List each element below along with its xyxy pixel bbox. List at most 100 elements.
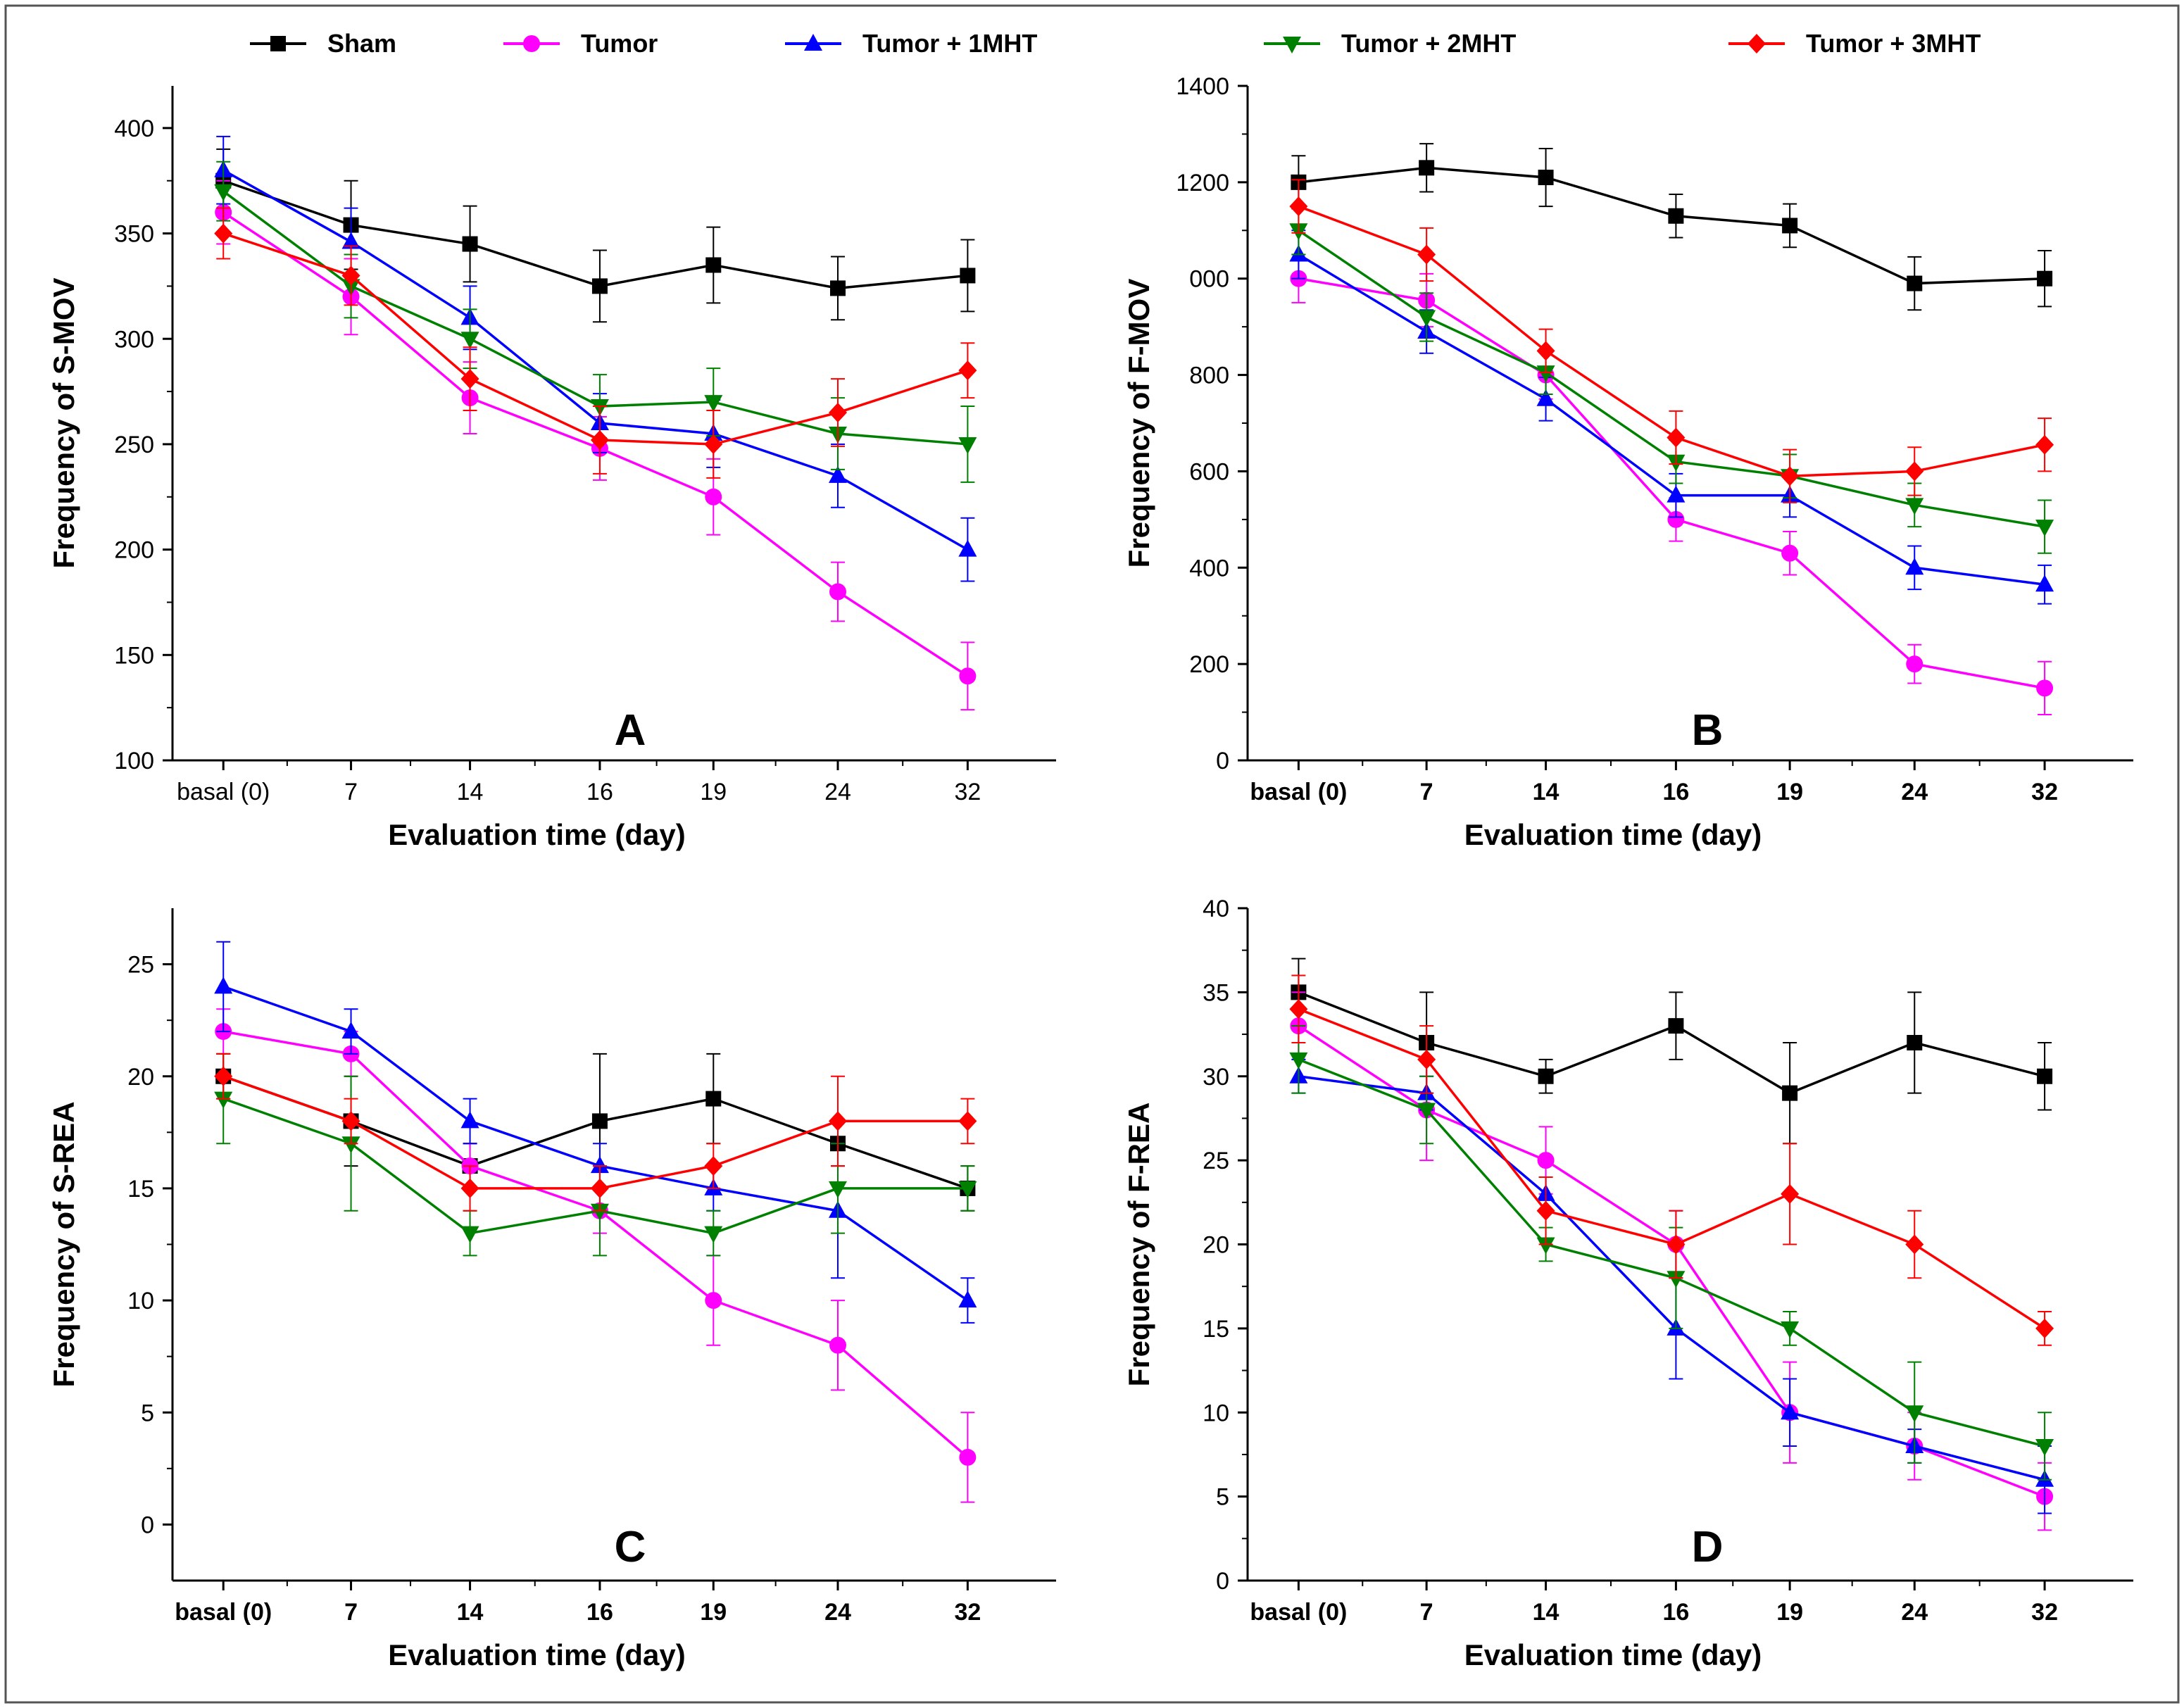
panel-letter: A bbox=[615, 706, 646, 755]
data-point bbox=[704, 434, 723, 454]
y-tick-label: 1400 bbox=[1176, 73, 1229, 100]
data-point bbox=[1781, 544, 1799, 562]
x-tick-label: 7 bbox=[344, 779, 358, 805]
panel-letter: D bbox=[1692, 1523, 1724, 1571]
y-tick-label: 200 bbox=[1189, 651, 1229, 678]
data-point bbox=[1537, 1152, 1555, 1169]
data-point bbox=[1668, 1018, 1684, 1034]
x-tick-label: 32 bbox=[954, 1599, 981, 1626]
data-point bbox=[958, 360, 977, 381]
data-point bbox=[2037, 1068, 2053, 1084]
data-point bbox=[214, 223, 233, 244]
y-tick-label: 100 bbox=[114, 748, 154, 774]
y-axis-label: Frequency of S-REA bbox=[47, 1101, 80, 1387]
data-point bbox=[1907, 275, 1923, 291]
data-point bbox=[1536, 1200, 1555, 1221]
x-tick-label: 19 bbox=[700, 779, 727, 805]
legend-marker bbox=[1283, 37, 1301, 54]
legend-entry-tumor-3mht: Tumor + 3MHT bbox=[1728, 29, 1981, 58]
x-tick-label: 24 bbox=[1901, 779, 1928, 805]
data-point bbox=[462, 236, 478, 252]
data-point bbox=[460, 369, 479, 389]
legend-label: Sham bbox=[327, 29, 396, 58]
data-point bbox=[1906, 655, 1923, 673]
legend-marker bbox=[804, 34, 822, 51]
figure-border bbox=[4, 4, 2180, 1704]
y-axis-label: Frequency of F-MOV bbox=[1122, 279, 1155, 568]
data-point bbox=[214, 1091, 233, 1109]
x-tick-label: 16 bbox=[586, 779, 613, 805]
data-point bbox=[1905, 461, 1924, 482]
y-tick-label: 25 bbox=[127, 952, 154, 979]
y-tick-label: 0 bbox=[1216, 1568, 1229, 1595]
panel-c: 0 5 10 15 20 25 basal (0) 7 14 16 19 24 32 Evaluation… bbox=[47, 908, 1056, 1671]
y-tick-label: 20 bbox=[127, 1064, 154, 1091]
data-point bbox=[1905, 1405, 1924, 1423]
panel-letter: B bbox=[1692, 706, 1724, 755]
data-point bbox=[591, 1113, 608, 1129]
x-tick-label: 32 bbox=[954, 779, 981, 805]
data-point bbox=[828, 1111, 847, 1131]
legend-label: Tumor bbox=[581, 29, 658, 58]
data-point bbox=[1417, 1049, 1436, 1069]
data-point bbox=[1289, 999, 1308, 1019]
data-point bbox=[829, 1336, 846, 1354]
data-point bbox=[1419, 160, 1435, 176]
data-point bbox=[1536, 389, 1555, 406]
data-point bbox=[1781, 466, 1800, 486]
y-tick-label: 150 bbox=[114, 642, 154, 669]
x-axis-label: Evaluation time (day) bbox=[1464, 1638, 1762, 1671]
data-point bbox=[2035, 574, 2054, 592]
data-point bbox=[958, 437, 977, 454]
data-point bbox=[341, 265, 360, 286]
y-tick-label: 250 bbox=[114, 432, 154, 458]
y-tick-label: 0 bbox=[141, 1512, 154, 1538]
data-point bbox=[1667, 1271, 1686, 1288]
data-point bbox=[704, 1226, 723, 1243]
data-point bbox=[214, 977, 233, 994]
data-point bbox=[2035, 1318, 2054, 1338]
panel-a: 100 150 200 250 300 350 400 basal (0) 7 14 16 19 24 3… bbox=[47, 86, 1056, 851]
x-tick-label: 24 bbox=[1901, 1599, 1928, 1626]
data-point bbox=[341, 1111, 360, 1131]
series-tumor-3mht bbox=[1289, 974, 2054, 1346]
legend-marker bbox=[523, 35, 540, 52]
data-point bbox=[704, 395, 723, 413]
x-tick-label: 24 bbox=[824, 1599, 851, 1626]
y-tick-label: 20 bbox=[1203, 1232, 1229, 1259]
data-point bbox=[1781, 1402, 1800, 1420]
data-point bbox=[705, 1292, 722, 1310]
data-point bbox=[1907, 1035, 1923, 1050]
x-tick-label: 32 bbox=[2031, 779, 2058, 805]
data-point bbox=[341, 1022, 360, 1039]
x-tick-label: 7 bbox=[1420, 779, 1433, 805]
legend-entry-tumor: Tumor bbox=[503, 29, 658, 58]
data-point bbox=[958, 1111, 977, 1131]
data-point bbox=[460, 1226, 479, 1243]
data-point bbox=[1781, 1183, 1800, 1204]
x-axis-label: Evaluation time (day) bbox=[388, 1638, 685, 1671]
x-tick-label: 16 bbox=[586, 1599, 613, 1626]
data-point bbox=[2035, 520, 2054, 537]
y-tick-label: 0 bbox=[1216, 748, 1229, 774]
x-tick-label: 7 bbox=[1420, 1599, 1433, 1626]
y-tick-label: 30 bbox=[1203, 1064, 1229, 1091]
data-point bbox=[1289, 196, 1308, 217]
series-tumor-3mht bbox=[1289, 179, 2054, 503]
x-tick-label: 14 bbox=[1533, 779, 1559, 805]
y-tick-label: 25 bbox=[1203, 1148, 1229, 1174]
data-point bbox=[958, 1181, 977, 1198]
data-point bbox=[1782, 218, 1798, 234]
legend-entry-tumor-2mht: Tumor + 2MHT bbox=[1264, 29, 1516, 58]
y-tick-label: 15 bbox=[127, 1176, 154, 1202]
data-point bbox=[341, 232, 360, 249]
legend: Sham Tumor Tumor + 1MHT Tumor + 2MHT Tumor +… bbox=[250, 29, 1981, 58]
x-tick-label: 16 bbox=[1662, 1599, 1689, 1626]
data-point bbox=[828, 1181, 847, 1198]
x-tick-label: 16 bbox=[1662, 779, 1689, 805]
data-point bbox=[591, 278, 608, 294]
legend-label: Tumor + 3MHT bbox=[1806, 29, 1981, 58]
data-point bbox=[460, 1178, 479, 1198]
legend-entry-sham: Sham bbox=[250, 29, 396, 58]
